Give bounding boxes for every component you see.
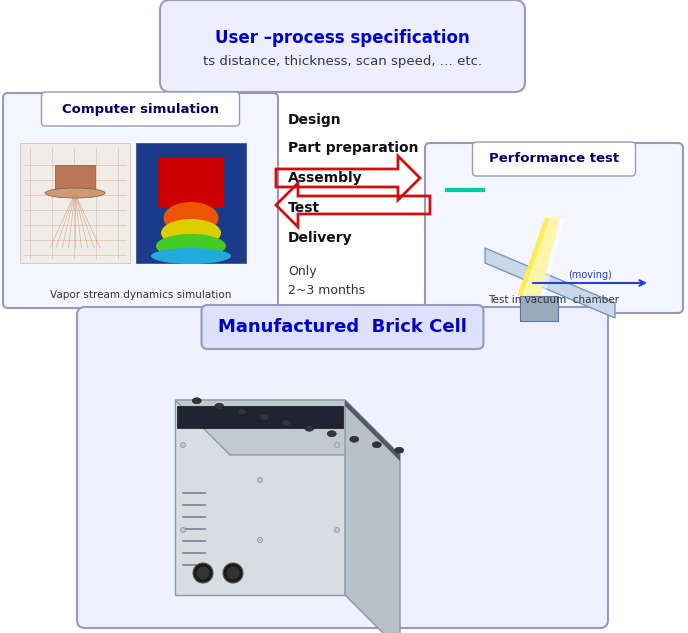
Ellipse shape: [215, 403, 224, 410]
FancyBboxPatch shape: [202, 305, 484, 349]
Text: Performance test: Performance test: [489, 153, 619, 165]
Text: ts distance, thickness, scan speed, … etc.: ts distance, thickness, scan speed, … et…: [203, 56, 482, 68]
FancyBboxPatch shape: [41, 92, 239, 126]
Bar: [158, 158, 224, 208]
Ellipse shape: [372, 442, 381, 448]
Text: Manufactured  Brick Cell: Manufactured Brick Cell: [218, 318, 467, 336]
FancyBboxPatch shape: [77, 307, 608, 628]
Bar: [177, 406, 343, 428]
Ellipse shape: [334, 442, 339, 448]
Polygon shape: [485, 248, 615, 318]
Ellipse shape: [257, 537, 263, 542]
Text: Delivery: Delivery: [288, 231, 353, 245]
Ellipse shape: [45, 188, 105, 198]
Polygon shape: [522, 218, 565, 296]
Bar: [55, 165, 95, 193]
Ellipse shape: [156, 234, 226, 258]
Text: Test in vacuum  chamber: Test in vacuum chamber: [488, 295, 619, 305]
FancyBboxPatch shape: [3, 93, 278, 308]
Ellipse shape: [350, 436, 358, 442]
Ellipse shape: [327, 430, 336, 437]
Text: Assembly: Assembly: [288, 171, 363, 185]
Text: Part preparation: Part preparation: [288, 141, 418, 155]
Text: Vapor stream dynamics simulation: Vapor stream dynamics simulation: [50, 290, 231, 300]
Bar: [136, 143, 246, 263]
Ellipse shape: [334, 527, 339, 532]
Ellipse shape: [282, 420, 291, 426]
Ellipse shape: [257, 477, 263, 482]
Ellipse shape: [305, 425, 314, 431]
Polygon shape: [175, 400, 345, 595]
Ellipse shape: [223, 563, 243, 583]
Polygon shape: [345, 400, 400, 461]
Polygon shape: [345, 400, 400, 633]
Ellipse shape: [260, 414, 269, 420]
Ellipse shape: [193, 563, 213, 583]
Text: Test: Test: [288, 201, 320, 215]
Text: Only
2~3 months: Only 2~3 months: [288, 265, 365, 297]
Text: Design: Design: [288, 113, 342, 127]
Bar: [20, 143, 130, 263]
Text: Computer simulation: Computer simulation: [62, 103, 219, 115]
FancyBboxPatch shape: [425, 143, 683, 313]
Text: User –process specification: User –process specification: [215, 29, 470, 47]
Polygon shape: [175, 400, 400, 455]
FancyBboxPatch shape: [160, 0, 525, 92]
Ellipse shape: [192, 398, 202, 404]
Ellipse shape: [180, 527, 186, 532]
Polygon shape: [517, 218, 560, 296]
Ellipse shape: [395, 448, 404, 453]
FancyBboxPatch shape: [473, 142, 636, 176]
Ellipse shape: [180, 442, 186, 448]
Ellipse shape: [151, 248, 231, 264]
Ellipse shape: [164, 202, 219, 234]
Ellipse shape: [197, 567, 210, 579]
Bar: [520, 296, 558, 321]
Ellipse shape: [237, 409, 246, 415]
Text: (moving): (moving): [568, 270, 612, 280]
Ellipse shape: [161, 219, 221, 247]
Ellipse shape: [226, 567, 239, 579]
